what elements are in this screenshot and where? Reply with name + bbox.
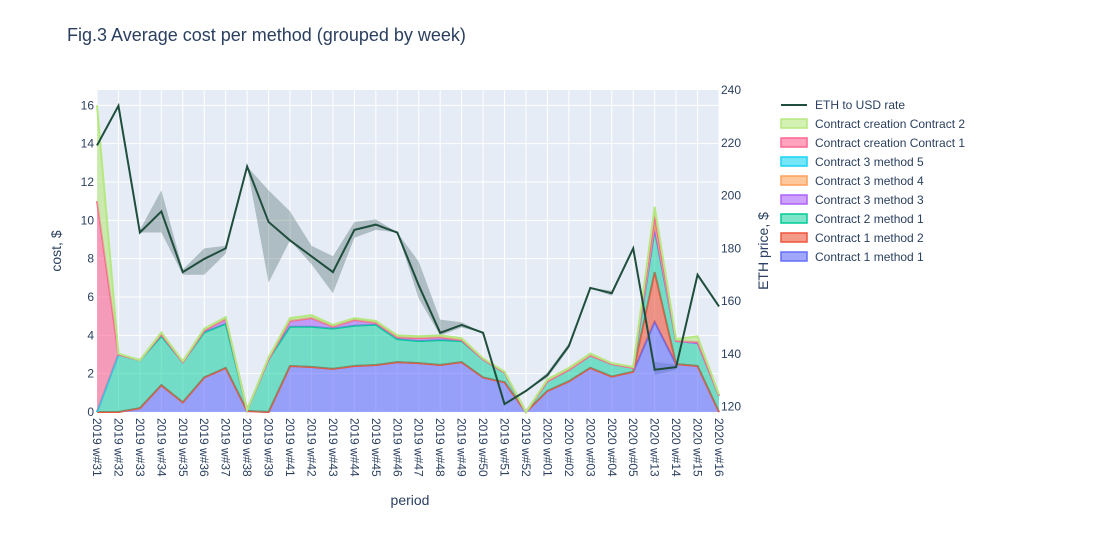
y2-axis-title: ETH price, $ xyxy=(755,212,771,290)
y2-tick-label: 220 xyxy=(721,136,741,150)
y-tick-label: 10 xyxy=(81,213,95,227)
x-tick-label: 2020 w#13 xyxy=(648,418,662,477)
x-tick-label: 2019 w#46 xyxy=(390,418,404,477)
area-contract-1-method-1 xyxy=(97,321,719,412)
legend-swatch xyxy=(780,194,808,205)
x-tick-label: 2020 w#16 xyxy=(712,418,726,477)
x-tick-label: 2019 w#44 xyxy=(347,418,361,477)
legend-swatch xyxy=(780,175,808,186)
x-tick-label: 2020 w#01 xyxy=(540,418,554,477)
area-line-contract-creation-contract-2 xyxy=(96,105,720,414)
x-tick-label: 2019 w#34 xyxy=(154,418,168,477)
legend-item[interactable]: Contract 3 method 5 xyxy=(780,155,924,169)
y2-tick-label: 200 xyxy=(721,189,741,203)
x-tick-label: 2019 w#32 xyxy=(111,418,125,477)
x-tick-label: 2019 w#38 xyxy=(240,418,254,477)
legend-item[interactable]: Contract creation Contract 2 xyxy=(780,117,965,131)
y-axis-title: cost, $ xyxy=(48,230,64,271)
legend-item[interactable]: Contract creation Contract 1 xyxy=(780,136,965,150)
chart-title: Fig.3 Average cost per method (grouped b… xyxy=(67,25,466,45)
area-contract-2-method-1 xyxy=(97,229,719,412)
x-axis-ticks: 2019 w#31 2019 w#32 2019 w#33 2019 w#34 2019… xyxy=(90,418,726,477)
x-tick-label: 2019 w#48 xyxy=(433,418,447,477)
y2-tick-label: 160 xyxy=(721,294,741,308)
y-tick-label: 14 xyxy=(81,137,95,151)
y-tick-label: 16 xyxy=(81,98,95,112)
x-tick-label: 2020 w#15 xyxy=(691,418,705,477)
eth-rate-line xyxy=(96,102,720,406)
legend-item[interactable]: ETH to USD rate xyxy=(781,98,905,112)
legend-item[interactable]: Contract 3 method 3 xyxy=(780,193,924,207)
legend-label: Contract 2 method 1 xyxy=(815,212,924,226)
legend-label: Contract 3 method 4 xyxy=(815,174,924,188)
legend-item[interactable]: Contract 2 method 1 xyxy=(780,212,924,226)
x-tick-label: 2019 w#52 xyxy=(519,418,533,477)
area-contract-1-method-2 xyxy=(97,272,719,412)
x-tick-label: 2020 w#14 xyxy=(669,418,683,477)
x-tick-label: 2019 w#49 xyxy=(455,418,469,477)
legend-swatch xyxy=(780,118,808,129)
x-axis-title: period xyxy=(391,492,430,508)
x-tick-label: 2019 w#51 xyxy=(498,418,512,477)
legend-label: Contract creation Contract 2 xyxy=(815,117,965,131)
y-tick-label: 6 xyxy=(87,290,94,304)
x-tick-label: 2019 w#43 xyxy=(326,418,340,477)
x-tick-label: 2019 w#35 xyxy=(176,418,190,477)
y-tick-label: 4 xyxy=(87,328,94,342)
legend-label: Contract 3 method 3 xyxy=(815,193,924,207)
eth-line-layer xyxy=(96,102,720,406)
y-axis-left-ticks: 0 2 4 6 8 10 12 14 16 xyxy=(81,98,95,419)
legend-label: Contract creation Contract 1 xyxy=(815,136,965,150)
area-series xyxy=(96,105,720,414)
x-tick-label: 2020 w#05 xyxy=(626,418,640,477)
legend-label: Contract 1 method 2 xyxy=(815,231,924,245)
y-tick-label: 8 xyxy=(87,252,94,266)
legend-label: ETH to USD rate xyxy=(815,98,905,112)
x-tick-label: 2020 w#03 xyxy=(583,418,597,477)
y-axis-right-ticks: 120 140 160 180 200 220 240 xyxy=(721,83,741,414)
x-tick-label: 2019 w#39 xyxy=(262,418,276,477)
y2-tick-label: 120 xyxy=(721,400,741,414)
legend-swatch xyxy=(780,232,808,243)
x-tick-label: 2019 w#33 xyxy=(133,418,147,477)
x-tick-label: 2019 w#36 xyxy=(197,418,211,477)
legend-item[interactable]: Contract 3 method 4 xyxy=(780,174,924,188)
x-tick-label: 2019 w#45 xyxy=(369,418,383,477)
y2-tick-label: 240 xyxy=(721,83,741,97)
x-tick-label: 2019 w#31 xyxy=(90,418,104,477)
x-tick-label: 2020 w#02 xyxy=(562,418,576,477)
legend-swatch xyxy=(780,156,808,167)
legend-swatch xyxy=(780,251,808,262)
legend-item[interactable]: Contract 1 method 2 xyxy=(780,231,924,245)
y-tick-label: 0 xyxy=(87,405,94,419)
plot-area xyxy=(96,90,720,414)
legend-label: Contract 1 method 1 xyxy=(815,250,924,264)
x-tick-label: 2020 w#04 xyxy=(605,418,619,477)
legend-swatch xyxy=(780,213,808,224)
x-tick-label: 2019 w#41 xyxy=(283,418,297,477)
x-tick-label: 2019 w#47 xyxy=(412,418,426,477)
legend-item[interactable]: Contract 1 method 1 xyxy=(780,250,924,264)
y-tick-label: 12 xyxy=(81,175,95,189)
x-tick-label: 2019 w#50 xyxy=(476,418,490,477)
legend: ETH to USD rate Contract creation Contrac… xyxy=(780,98,965,264)
x-tick-label: 2019 w#42 xyxy=(304,418,318,477)
legend-swatch xyxy=(780,137,808,148)
y2-tick-label: 140 xyxy=(721,347,741,361)
x-tick-label: 2019 w#37 xyxy=(219,418,233,477)
y2-tick-label: 180 xyxy=(721,241,741,255)
legend-label: Contract 3 method 5 xyxy=(815,155,924,169)
y-tick-label: 2 xyxy=(87,367,94,381)
